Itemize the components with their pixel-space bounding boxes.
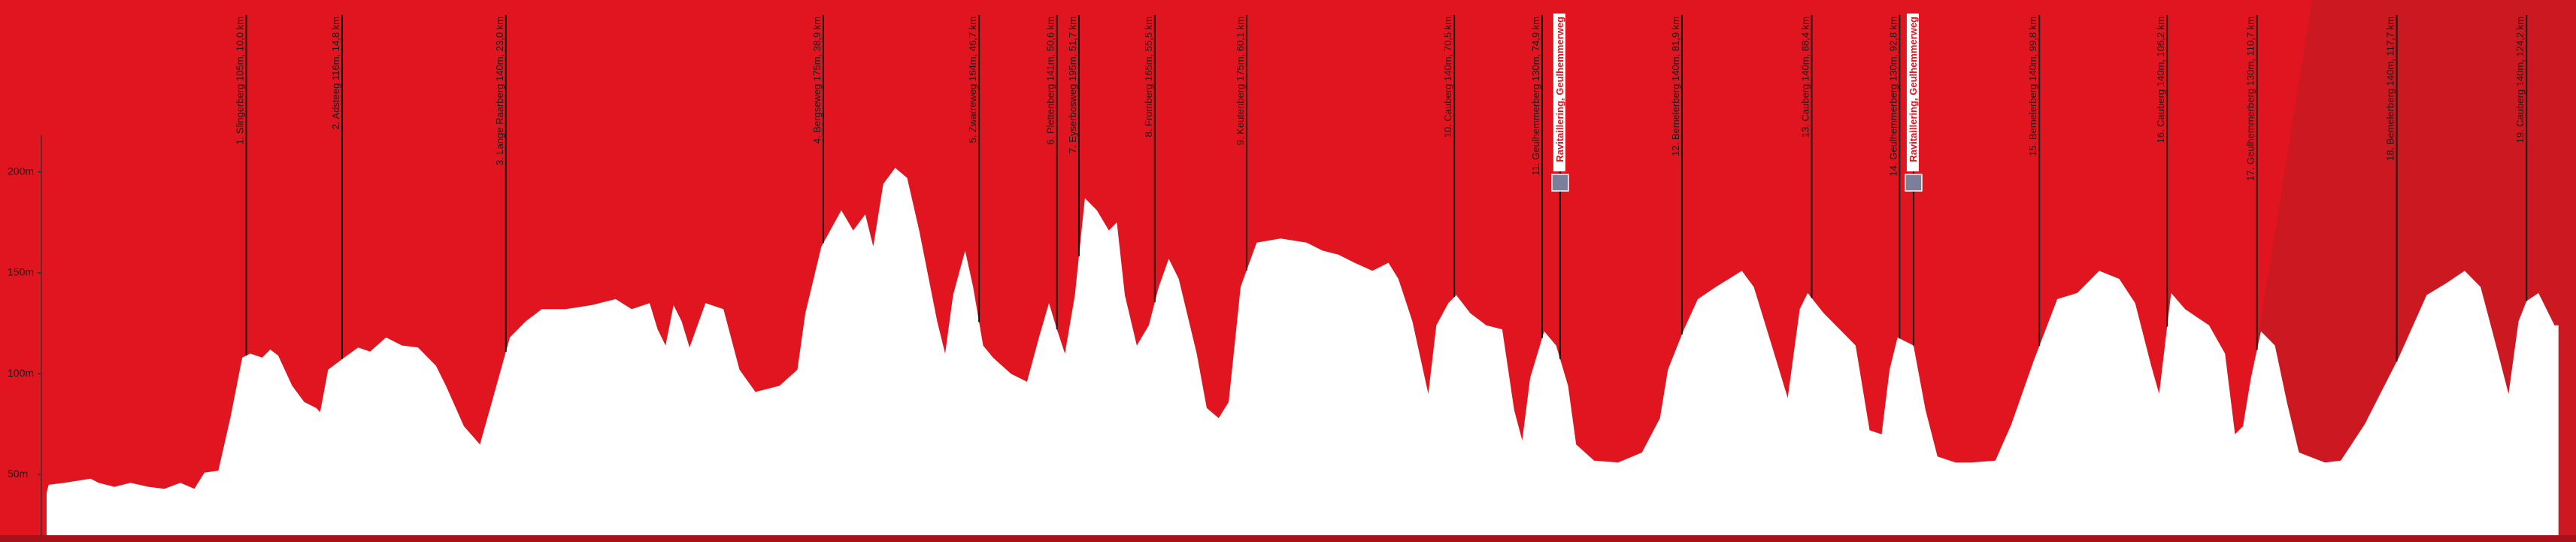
climb-label: 2. Adsteeg 116m, 14,8 km: [330, 17, 341, 129]
feed-zone-label: Ravitaillering, Geulhemmerweg: [1554, 17, 1565, 162]
y-tick-label: 200m: [8, 165, 34, 177]
feed-zone-box: [1553, 14, 1565, 171]
climb-label: 7. Eyserbosweg 195m, 51,7 km: [1067, 17, 1078, 153]
climb-label: 5. Zwarreweg 164m, 46,7 km: [967, 17, 978, 143]
climb-label: 16. Cauberg 140m, 106,2 km: [2155, 17, 2166, 143]
climb-label: 14. Geulhemmerberg 130m, 92,8 km: [1887, 17, 1899, 176]
climb-label: 19. Cauberg 140m, 124,2 km: [2514, 17, 2526, 143]
y-tick-label: 100m: [8, 367, 34, 379]
climb-label: 11. Geulhemmerberg 130m, 74,9 km: [1530, 17, 1541, 175]
feed-zone-icon: [1905, 174, 1923, 192]
climb-label: 4. Bergseweg 175m, 38,9 km: [811, 17, 823, 144]
climb-label: 3. Lange Raarberg 140m, 23,0 km: [494, 17, 505, 165]
climb-label: 17. Geulhemmerberg 130m, 110,7 km: [2245, 17, 2256, 181]
climb-label: 10. Cauberg 140m, 70,5 km: [1442, 17, 1453, 138]
climb-label: 12. Bemelerberg 140m, 81,9 km: [1670, 17, 1681, 156]
climb-label: 15. Bemelerberg 140m, 99,8 km: [2027, 17, 2038, 156]
feed-zone-label: Ravitaillering, Geulhemmerweg: [1908, 17, 1919, 162]
y-tick-label: 50m: [8, 468, 28, 480]
baseline-strip: [0, 535, 2576, 542]
climb-label: 8. Fromberg 165m, 55,5 km: [1143, 17, 1154, 137]
climb-label: 13. Cauberg 140m, 88,4 km: [1800, 17, 1811, 138]
climb-label: 1. Slingerberg 105m, 10,0 km: [235, 17, 246, 145]
climb-label: 6. Plettenberg 141m, 50,6 km: [1045, 17, 1056, 145]
feed-zone-box: [1906, 14, 1919, 171]
elevation-area: [47, 168, 2559, 536]
climb-label: 9. Keutenberg 175m, 60,1 km: [1235, 17, 1246, 145]
y-tick-label: 150m: [8, 266, 34, 278]
feed-zone-icon: [1551, 174, 1569, 192]
climb-label: 18. Bemelerberg 140m, 117,7 km: [2385, 17, 2396, 161]
